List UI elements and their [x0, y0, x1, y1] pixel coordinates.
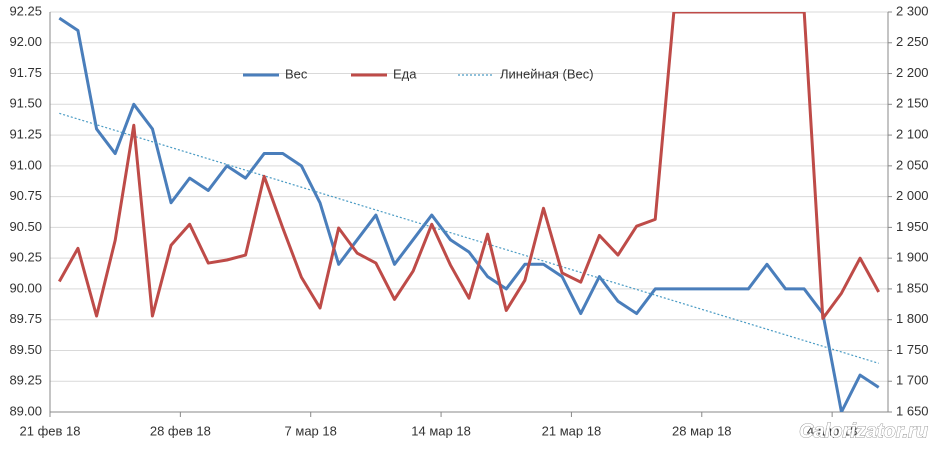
y2-tick-label: 1 700: [896, 373, 929, 388]
x-tick-label: 14 мар 18: [411, 423, 471, 438]
y-tick-label: 92.00: [9, 34, 42, 49]
x-tick-label: 4 апр 18: [807, 423, 857, 438]
x-tick-label: 21 мар 18: [542, 423, 602, 438]
trendline: [59, 112, 879, 364]
y2-tick-label: 1 900: [896, 250, 929, 265]
x-tick-label: 28 фев 18: [150, 423, 211, 438]
watermark: Calorizator.ru: [799, 420, 928, 442]
x-tick-label: 7 мар 18: [285, 423, 337, 438]
y2-tick-label: 2 200: [896, 65, 929, 80]
y-tick-label: 89.00: [9, 403, 42, 418]
legend-label: Линейная (Вес): [500, 66, 594, 81]
y-tick-label: 91.50: [9, 96, 42, 111]
series-line: [58, 12, 881, 320]
y-tick-label: 90.50: [9, 219, 42, 234]
y-tick-label: 91.25: [9, 127, 42, 142]
y2-tick-label: 1 750: [896, 342, 929, 357]
y-tick-label: 91.00: [9, 157, 42, 172]
y-tick-label: 89.25: [9, 373, 42, 388]
x-tick-label: 21 фев 18: [20, 423, 81, 438]
y-tick-label: 89.50: [9, 342, 42, 357]
y2-tick-label: 1 950: [896, 219, 929, 234]
y2-tick-label: 2 000: [896, 188, 929, 203]
y-tick-label: 90.75: [9, 188, 42, 203]
y-tick-label: 92.25: [9, 3, 42, 18]
y2-tick-label: 2 100: [896, 127, 929, 142]
series-line: [58, 16, 880, 412]
y2-tick-label: 2 050: [896, 157, 929, 172]
y-tick-label: 90.25: [9, 250, 42, 265]
y-tick-label: 90.00: [9, 280, 42, 295]
y2-tick-label: 1 850: [896, 280, 929, 295]
y2-tick-label: 1 800: [896, 311, 929, 326]
y2-tick-label: 2 300: [896, 3, 929, 18]
y2-tick-label: 2 250: [896, 34, 929, 49]
legend-label: Вес: [285, 66, 308, 81]
y2-tick-label: 1 650: [896, 403, 929, 418]
y-tick-label: 89.75: [9, 311, 42, 326]
y2-tick-label: 2 150: [896, 96, 929, 111]
x-tick-label: 28 мар 18: [672, 423, 732, 438]
y-tick-label: 91.75: [9, 65, 42, 80]
legend-label: Еда: [393, 66, 417, 81]
